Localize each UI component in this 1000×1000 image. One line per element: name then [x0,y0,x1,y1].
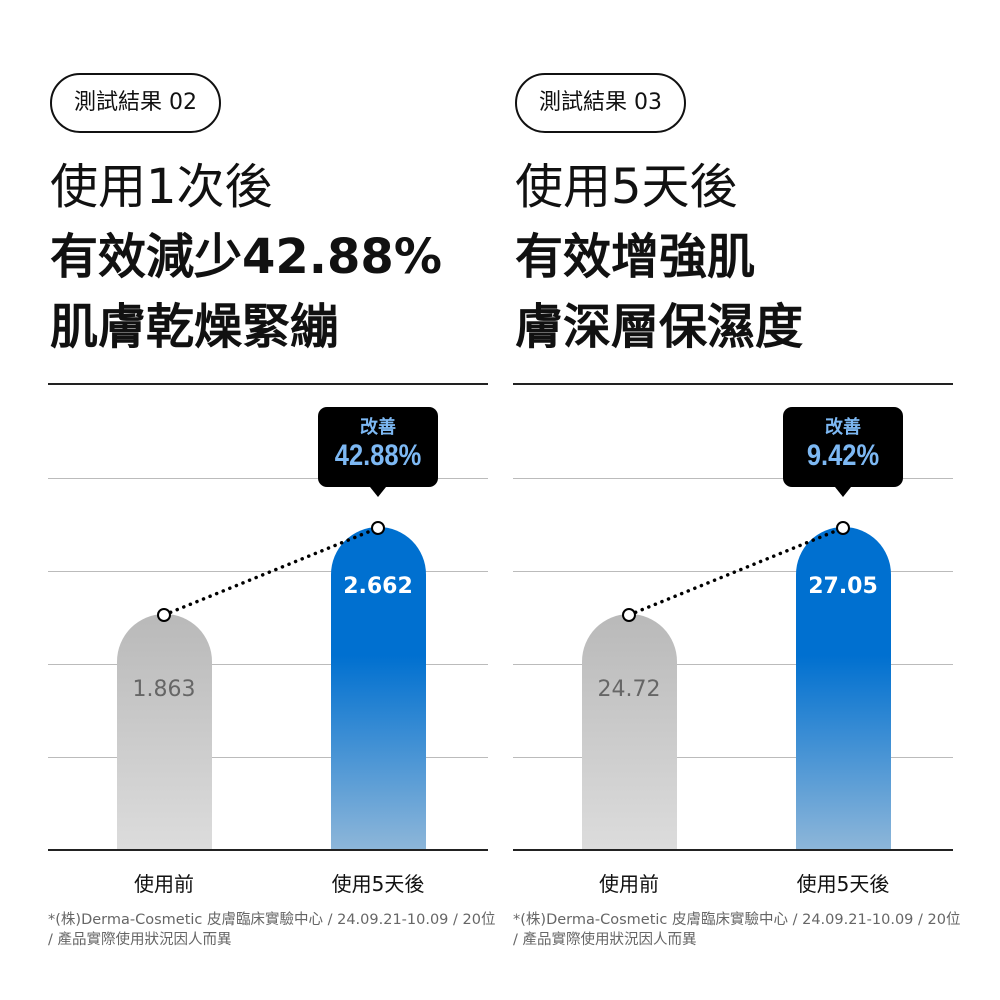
gridline [513,478,953,479]
x-axis [48,849,488,851]
bar-after [330,527,426,849]
x-tick-label: 使用5天後 [796,872,890,896]
headline-line: 有效減少42.88% [50,229,442,285]
headline-line: 膚深層保濕度 [515,299,804,355]
bar-before [116,614,212,849]
x-tick-label: 使用前 [599,872,659,896]
callout-value: 9.42% [806,439,880,472]
improvement-callout: 改善 42.88% [318,407,438,497]
headline-line: 使用1次後 [50,159,273,215]
trend-line [157,521,385,622]
result-badge: 測試結果 03 [515,73,686,133]
point-marker [371,521,385,535]
footnote-line: / 產品實際使用狀況因人而異 [513,932,697,948]
bar-value-label: 24.72 [597,677,661,702]
headline: 使用5天後 有效增強肌 膚深層保濕度 [515,152,803,362]
dotted-connector [627,526,845,617]
headline-line: 肌膚乾燥緊繃 [50,299,339,355]
bar-value-label: 27.05 [808,574,878,599]
trend-line [622,521,850,622]
footnote-line: / 產品實際使用狀況因人而異 [48,932,232,948]
point-marker [836,521,850,535]
gridline [513,757,953,758]
improvement-callout: 改善 9.42% [783,407,903,497]
point-marker [157,608,171,622]
bar-after [795,527,891,849]
bar-before [581,614,677,849]
result-badge: 測試結果 02 [50,73,221,133]
bar-value-label: 1.863 [132,677,196,702]
divider [513,383,953,385]
footnote: *(株)Derma-Cosmetic 皮膚臨床實驗中心 / 24.09.21-1… [513,910,973,950]
headline-line: 使用5天後 [515,159,738,215]
bar-value-label: 2.662 [343,574,413,599]
callout-label: 改善 [360,417,396,438]
footnote-line: *(株)Derma-Cosmetic 皮膚臨床實驗中心 / 24.09.21-1… [513,912,961,928]
headline: 使用1次後 有效減少42.88% 肌膚乾燥緊繃 [50,152,442,362]
chart-panel-1: 測試結果 02 使用1次後 有效減少42.88% 肌膚乾燥緊繃 1.863 使用… [48,0,495,1000]
x-tick-label: 使用5天後 [331,872,425,896]
point-marker [622,608,636,622]
gridline [513,664,953,665]
x-tick-label: 使用前 [134,872,194,896]
chart-panel-2: 測試結果 03 使用5天後 有效增強肌 膚深層保濕度 24.72 使用前 27.… [513,0,960,1000]
footnote-line: *(株)Derma-Cosmetic 皮膚臨床實驗中心 / 24.09.21-1… [48,912,496,928]
footnote: *(株)Derma-Cosmetic 皮膚臨床實驗中心 / 24.09.21-1… [48,910,508,950]
callout-value: 42.88% [334,439,422,472]
callout-label: 改善 [825,417,861,438]
divider [48,383,488,385]
gridline [48,757,488,758]
gridline [48,664,488,665]
x-axis [513,849,953,851]
headline-line: 有效增強肌 [515,229,756,285]
dotted-connector [162,526,380,617]
gridline [48,478,488,479]
